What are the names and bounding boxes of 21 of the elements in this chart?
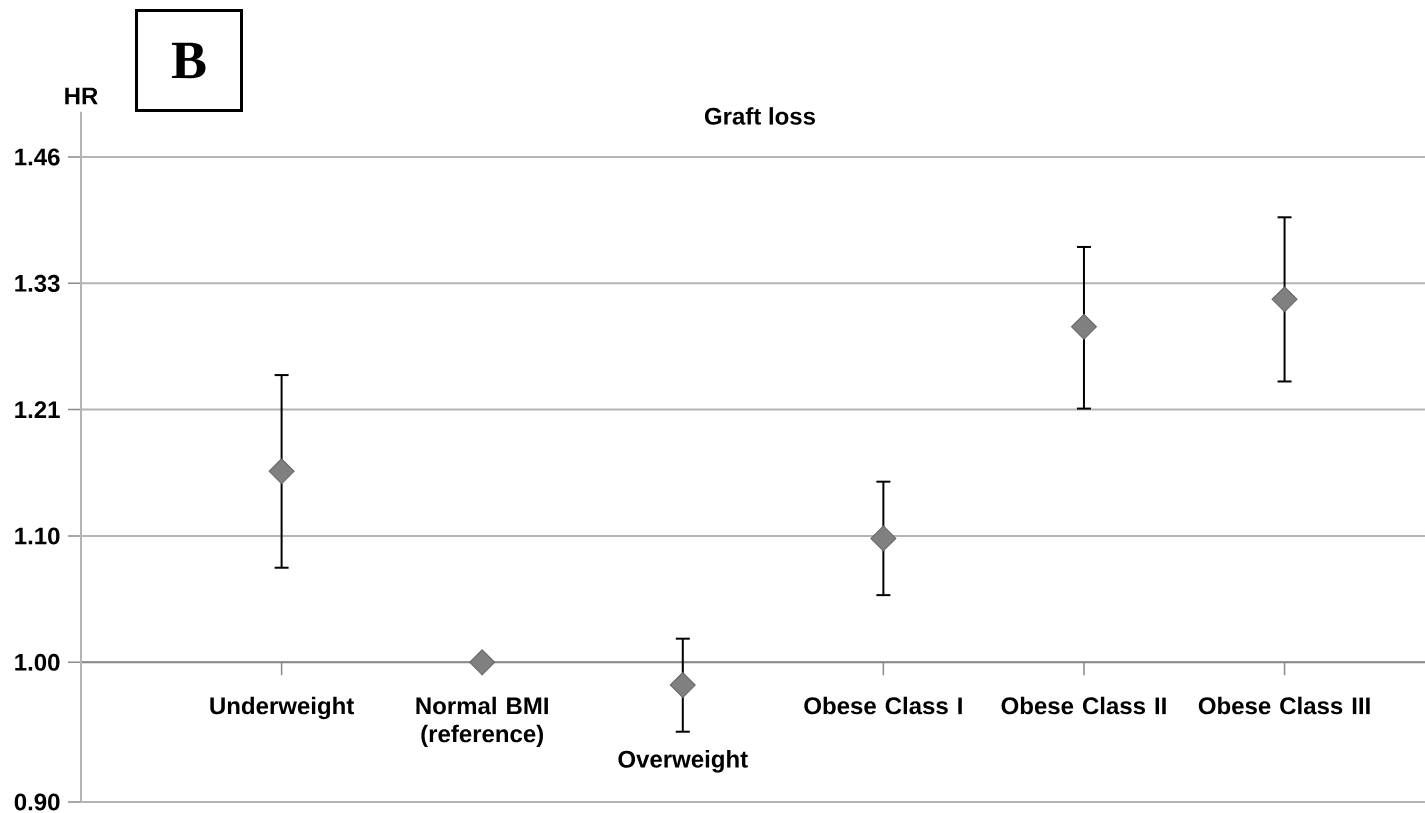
point <box>870 525 897 552</box>
y-tick-label: 0.90 <box>14 793 60 811</box>
x-tick-label: Normal BMI (reference) <box>416 696 548 748</box>
y-tick-label: 1.10 <box>15 527 60 545</box>
y-tick-label: 1.33 <box>15 274 60 292</box>
x-tick-label: Obese Class II <box>1001 696 1166 715</box>
point <box>469 649 496 676</box>
x-tick-label: Underweight <box>210 696 354 720</box>
y-tick-label: 1.00 <box>15 653 60 671</box>
y-tick-label: 1.21 <box>15 401 60 418</box>
x-tick-label: Obese Class I <box>804 696 962 715</box>
point <box>1070 313 1097 340</box>
point <box>268 458 295 485</box>
point <box>669 672 696 699</box>
y-tick-label: 1.46 <box>15 148 60 166</box>
chart-title: Graft loss <box>704 107 815 125</box>
x-tick-label: Obese Class III <box>1198 696 1370 715</box>
y-axis-title: HR <box>65 87 98 105</box>
point <box>1271 286 1298 313</box>
x-tick-label: Overweight <box>618 750 748 773</box>
text: B <box>171 42 206 79</box>
